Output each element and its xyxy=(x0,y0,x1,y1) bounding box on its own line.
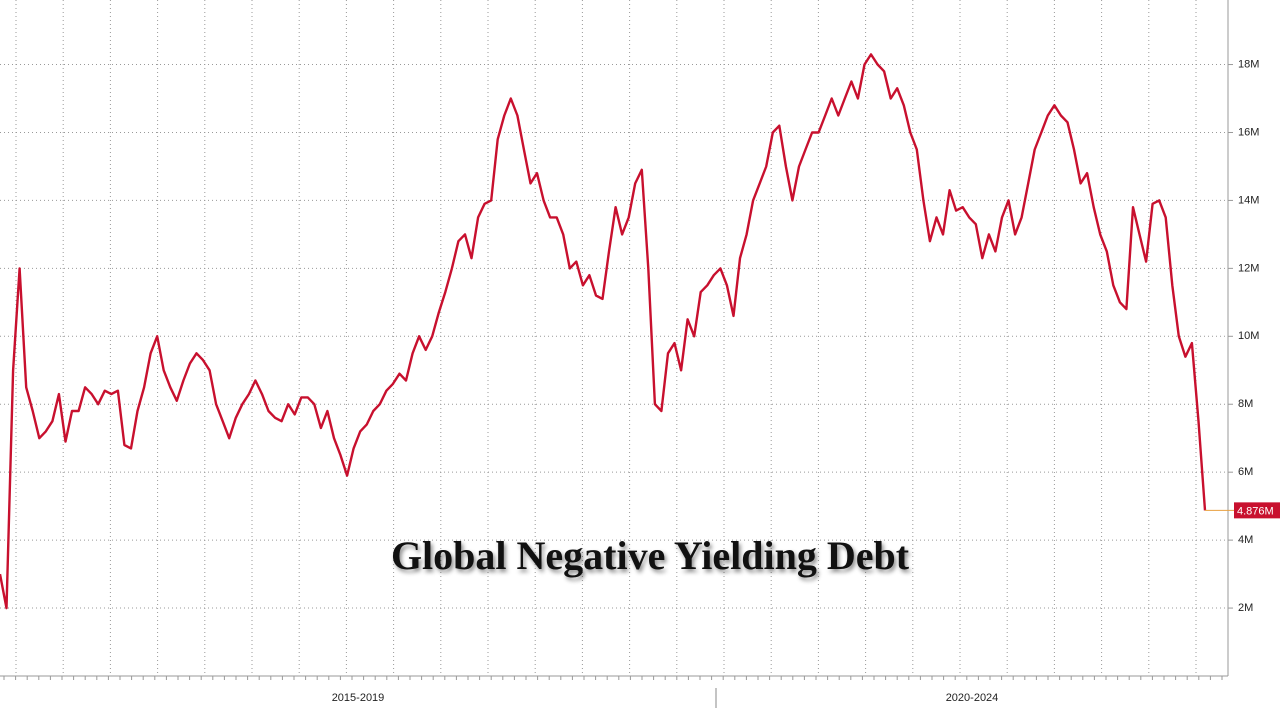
y-tick-label: 4M xyxy=(1238,534,1253,546)
y-tick-label: 18M xyxy=(1238,58,1259,70)
chart-title: Global Negative Yielding Debt xyxy=(391,533,910,578)
x-group-label: 2015-2019 xyxy=(332,692,385,704)
x-group-label: 2020-2024 xyxy=(946,692,999,704)
last-value-box xyxy=(1234,502,1280,519)
y-tick-label: 12M xyxy=(1238,262,1259,274)
y-tick-label: 14M xyxy=(1238,194,1259,206)
last-value-label: 4.876M xyxy=(1237,505,1274,517)
y-tick-label: 6M xyxy=(1238,466,1253,478)
y-tick-label: 10M xyxy=(1238,330,1259,342)
y-tick-label: 8M xyxy=(1238,398,1253,410)
y-tick-label: 16M xyxy=(1238,126,1259,138)
vertical-grid xyxy=(3,0,1223,680)
data-line xyxy=(0,53,1207,610)
y-tick-label: 2M xyxy=(1238,602,1253,614)
